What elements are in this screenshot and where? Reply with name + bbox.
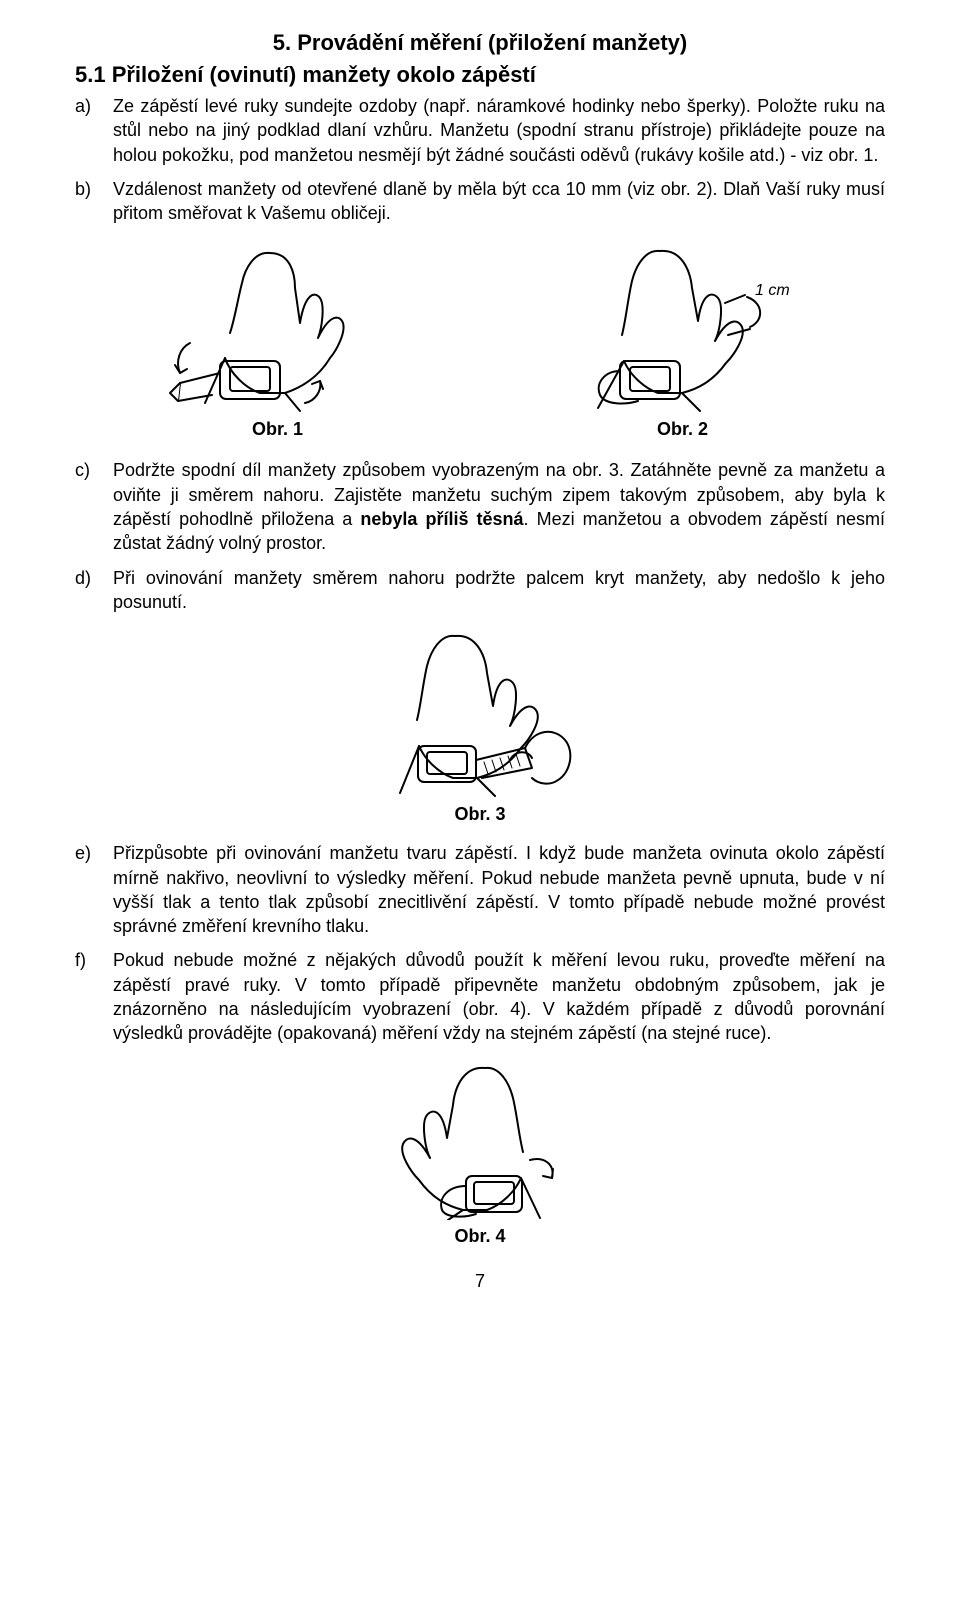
figure-4-wrap	[75, 1060, 885, 1220]
figure-1-caption: Obr. 1	[148, 419, 408, 440]
list-text: Při ovinování manžety směrem nahoru podr…	[113, 566, 885, 615]
list-item-b: b) Vzdálenost manžety od otevřené dlaně …	[75, 177, 885, 226]
list-text: Pokud nebude možné z nějakých důvodů pou…	[113, 948, 885, 1045]
list-item-f: f) Pokud nebude možné z nějakých důvodů …	[75, 948, 885, 1045]
figure-2-illustration: 1 cm	[550, 243, 810, 413]
list-text: Vzdálenost manžety od otevřené dlaně by …	[113, 177, 885, 226]
list-marker: f)	[75, 948, 113, 1045]
list-marker: c)	[75, 458, 113, 555]
section-title: 5. Provádění měření (přiložení manžety)	[75, 30, 885, 56]
figure-1-illustration	[150, 243, 400, 413]
figure-3-illustration	[360, 628, 600, 798]
figure-4-illustration	[380, 1060, 580, 1220]
fig2-dimension-label: 1 cm	[755, 282, 790, 299]
figure-3-caption: Obr. 3	[454, 804, 505, 825]
figure-4-caption: Obr. 4	[454, 1226, 505, 1247]
list-marker: a)	[75, 94, 113, 167]
list-text: Ze zápěstí levé ruky sundejte ozdoby (na…	[113, 94, 885, 167]
figure-3-wrap	[75, 628, 885, 798]
list-item-d: d) Při ovinování manžety směrem nahoru p…	[75, 566, 885, 615]
list-item-a: a) Ze zápěstí levé ruky sundejte ozdoby …	[75, 94, 885, 167]
caption-row-1-2: Obr. 1 Obr. 2	[75, 419, 885, 440]
list-marker: d)	[75, 566, 113, 615]
list-item-c: c) Podržte spodní díl manžety způsobem v…	[75, 458, 885, 555]
page-number: 7	[75, 1271, 885, 1292]
list-item-e: e) Přizpůsobte při ovinování manžetu tva…	[75, 841, 885, 938]
subsection-title: 5.1 Přiložení (ovinutí) manžety okolo zá…	[75, 62, 885, 88]
text-bold: nebyla příliš těsná	[360, 509, 523, 529]
list-marker: e)	[75, 841, 113, 938]
list-marker: b)	[75, 177, 113, 226]
list-text: Podržte spodní díl manžety způsobem vyob…	[113, 458, 885, 555]
list-text: Přizpůsobte při ovinování manžetu tvaru …	[113, 841, 885, 938]
figure-4-caption-wrap: Obr. 4	[75, 1226, 885, 1247]
figure-2-caption: Obr. 2	[553, 419, 813, 440]
figure-row-1-2: 1 cm	[75, 243, 885, 413]
figure-3-caption-wrap: Obr. 3	[75, 804, 885, 825]
page-root: 5. Provádění měření (přiložení manžety) …	[0, 0, 960, 1322]
